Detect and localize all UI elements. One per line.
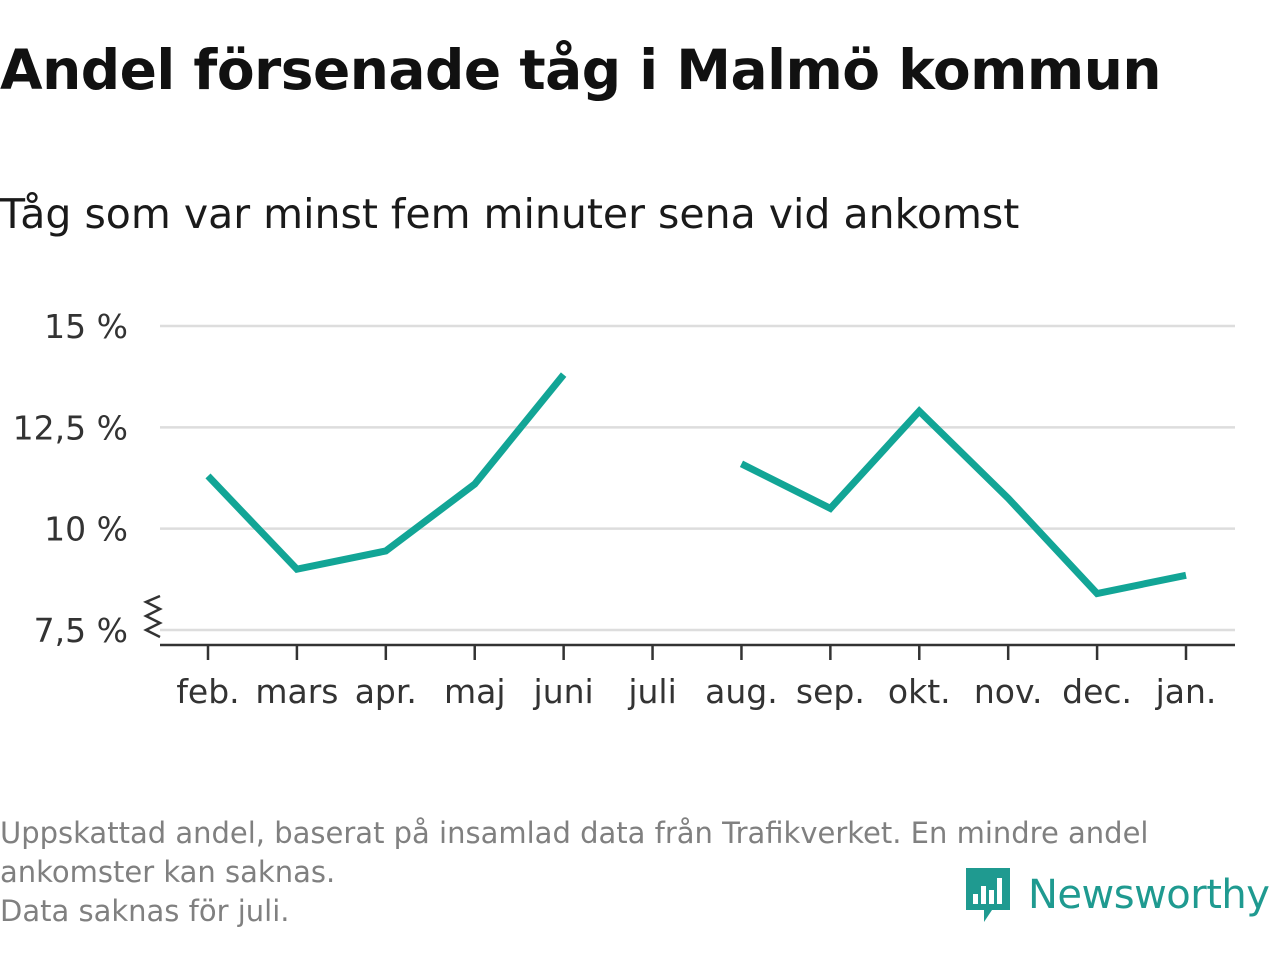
x-tick-label: jan. (1155, 672, 1217, 711)
footnote-line-1: Uppskattad andel, baserat på insamlad da… (0, 816, 1149, 850)
footnote: Uppskattad andel, baserat på insamlad da… (0, 814, 1270, 931)
x-tick-label: juli (627, 672, 676, 711)
x-tick-label: feb. (176, 672, 239, 711)
x-axis (160, 643, 1235, 660)
newsworthy-logo-icon (966, 868, 1010, 922)
x-tick-label: dec. (1062, 672, 1132, 711)
y-tick-label: 7,5 % (34, 611, 128, 650)
chart-subtitle: Tåg som var minst fem minuter sena vid a… (0, 190, 1020, 238)
chart-title: Andel försenade tåg i Malmö kommun (0, 38, 1162, 102)
x-tick-label: okt. (888, 672, 951, 711)
series-line (205, 372, 567, 574)
series-lines (205, 372, 1187, 598)
y-tick-label: 10 % (44, 510, 128, 549)
footnote-line-2: ankomster kan saknas. (0, 855, 336, 889)
x-tick-label: juni (533, 672, 594, 711)
brand-name: Newsworthy (1028, 872, 1270, 918)
footnote-line-3: Data saknas för juli. (0, 894, 290, 928)
newsworthy-logo: Newsworthy (962, 862, 1270, 928)
y-axis-labels: 7,5 % 10 % 12,5 % 15 % (13, 307, 128, 650)
x-axis-labels: feb. mars apr. maj juni juli aug. sep. okt. nov. d… (176, 672, 1216, 711)
line-chart: 7,5 %10 %12,5 %15 % feb. mars apr. maj juni j… (13, 307, 1235, 711)
series-line (739, 406, 1187, 598)
x-tick-label: nov. (974, 672, 1043, 711)
x-tick-label: apr. (355, 672, 417, 711)
x-tick-label: aug. (705, 672, 778, 711)
x-tick-label: mars (255, 672, 338, 711)
gridlines (160, 324, 1235, 632)
x-tick-label: maj (444, 672, 506, 711)
y-tick-label: 12,5 % (13, 408, 128, 447)
axis-break-icon (143, 594, 163, 639)
y-tick-label: 15 % (44, 307, 128, 346)
x-tick-label: sep. (796, 672, 865, 711)
